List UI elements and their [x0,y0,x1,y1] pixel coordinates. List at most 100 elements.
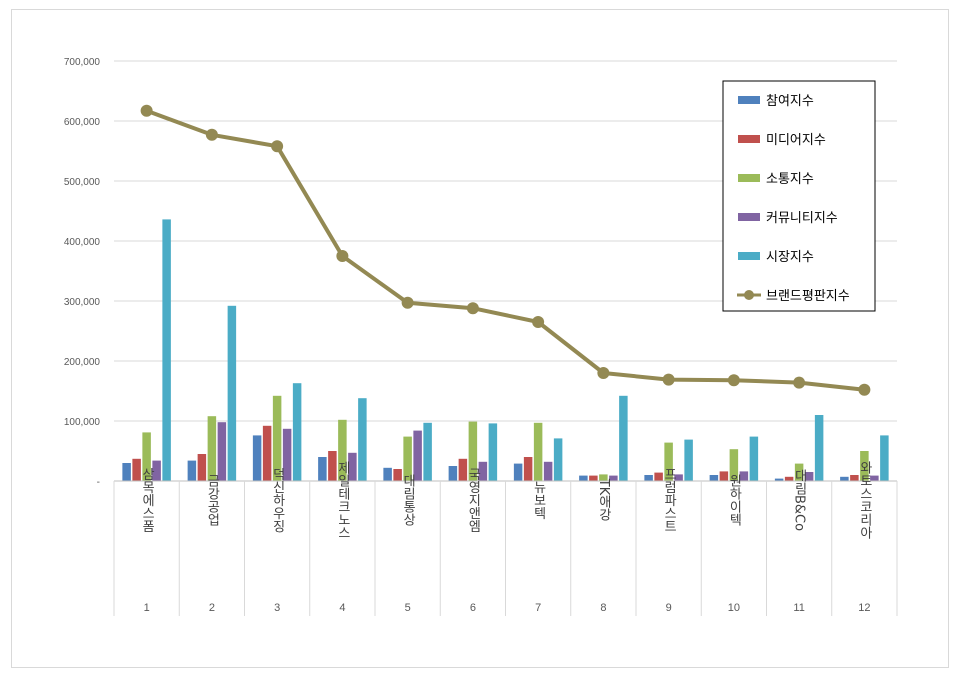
legend-label: 시장지수 [766,250,814,265]
bar [403,436,412,481]
line-point [205,128,218,141]
x-category-label: 국영지앤엠 [465,468,480,533]
legend-label: 커뮤니티지수 [766,211,838,226]
line-path [145,108,865,392]
x-category-label: 대림B&Co [792,469,807,531]
x-category-label: 금강공업 [204,474,219,526]
bar [609,475,618,481]
x-rank-label: 10 [728,602,740,614]
x-category-label: TK애강 [596,478,611,522]
bar [579,475,588,481]
legend-swatch [738,174,760,182]
line-point [793,376,806,389]
bar [272,395,282,481]
bar [674,474,683,481]
bar [553,438,563,481]
bar [619,395,628,481]
bar [423,422,432,481]
x-category-label: 대림통상 [400,474,415,526]
x-rank-label: 2 [209,602,215,614]
bar [794,463,804,481]
bar [152,460,161,481]
bar [187,460,197,481]
bar [458,458,468,481]
legend-swatch [738,135,760,143]
x-rank-label: 6 [470,602,476,614]
bar [870,475,879,481]
bar [282,428,292,481]
bar [719,471,729,481]
bar [729,449,739,481]
bar [142,432,151,481]
line-point [466,302,479,315]
bar [348,452,357,481]
bar [523,457,533,481]
bar [217,422,227,481]
y-tick-label: 200,000 [64,357,101,368]
bar [207,416,217,481]
x-axis: 삼목에스폼 1 금강공업 2 덕신하우징 3 제일테크노스 4 대림통상 5 국영지앤엠 6 뉴보텍 7 T… [113,461,898,616]
line-point [401,296,414,309]
x-category-label: 뉴보텍 [531,481,546,520]
y-tick-label: - [97,477,100,488]
y-tick-label: 300,000 [64,297,101,308]
legend-swatch [738,96,760,104]
legend-label: 미디어지수 [766,133,826,148]
y-tick-label: 400,000 [64,237,101,248]
bar [644,475,653,481]
bar [850,475,859,481]
legend-label: 참여지수 [766,94,814,109]
bar [413,430,422,481]
y-tick-label: 700,000 [64,57,101,68]
y-tick-label: 100,000 [64,417,101,428]
bar [684,439,693,481]
bar [132,458,141,481]
y-tick-label: 500,000 [64,177,101,188]
bar [383,467,392,481]
x-rank-label: 9 [666,602,672,614]
bar [338,419,347,481]
bar [292,383,302,481]
x-rank-label: 4 [339,602,345,614]
line-point [597,367,610,379]
legend-label: 소통지수 [766,172,814,187]
legend-box [722,80,876,312]
bar [393,469,402,481]
line-point [140,104,153,117]
bar [468,421,478,481]
bar [358,398,367,481]
x-rank-label: 12 [858,602,870,614]
bar [488,423,498,481]
legend-marker [744,290,754,300]
bar [543,461,553,481]
bar [252,435,262,481]
bar [654,472,663,481]
bar [589,475,598,481]
line-point [727,374,740,387]
x-category-label: 덕신하우징 [270,468,285,533]
y-tick-label: 600,000 [64,117,101,128]
bar [880,435,889,481]
y-axis: - 100,000 200,000 300,000 400,000 500,000 600,… [64,57,101,488]
bar [122,463,131,481]
bar [513,463,523,481]
x-rank-label: 11 [793,602,804,614]
bar [840,476,849,481]
x-rank-label: 3 [274,602,280,614]
x-rank-label: 1 [144,602,150,614]
bar [814,415,824,481]
legend-swatch [738,213,760,221]
x-category-label: 삼목에스폼 [139,468,154,533]
x-rank-label: 7 [535,602,541,614]
line-point [271,140,284,153]
x-rank-label: 8 [600,602,606,614]
bar [860,451,869,481]
bar [784,476,794,481]
bar [599,474,608,481]
bar [318,457,327,481]
x-category-label: 제일테크노스 [335,461,350,539]
bar [478,461,488,481]
bar [448,466,458,481]
